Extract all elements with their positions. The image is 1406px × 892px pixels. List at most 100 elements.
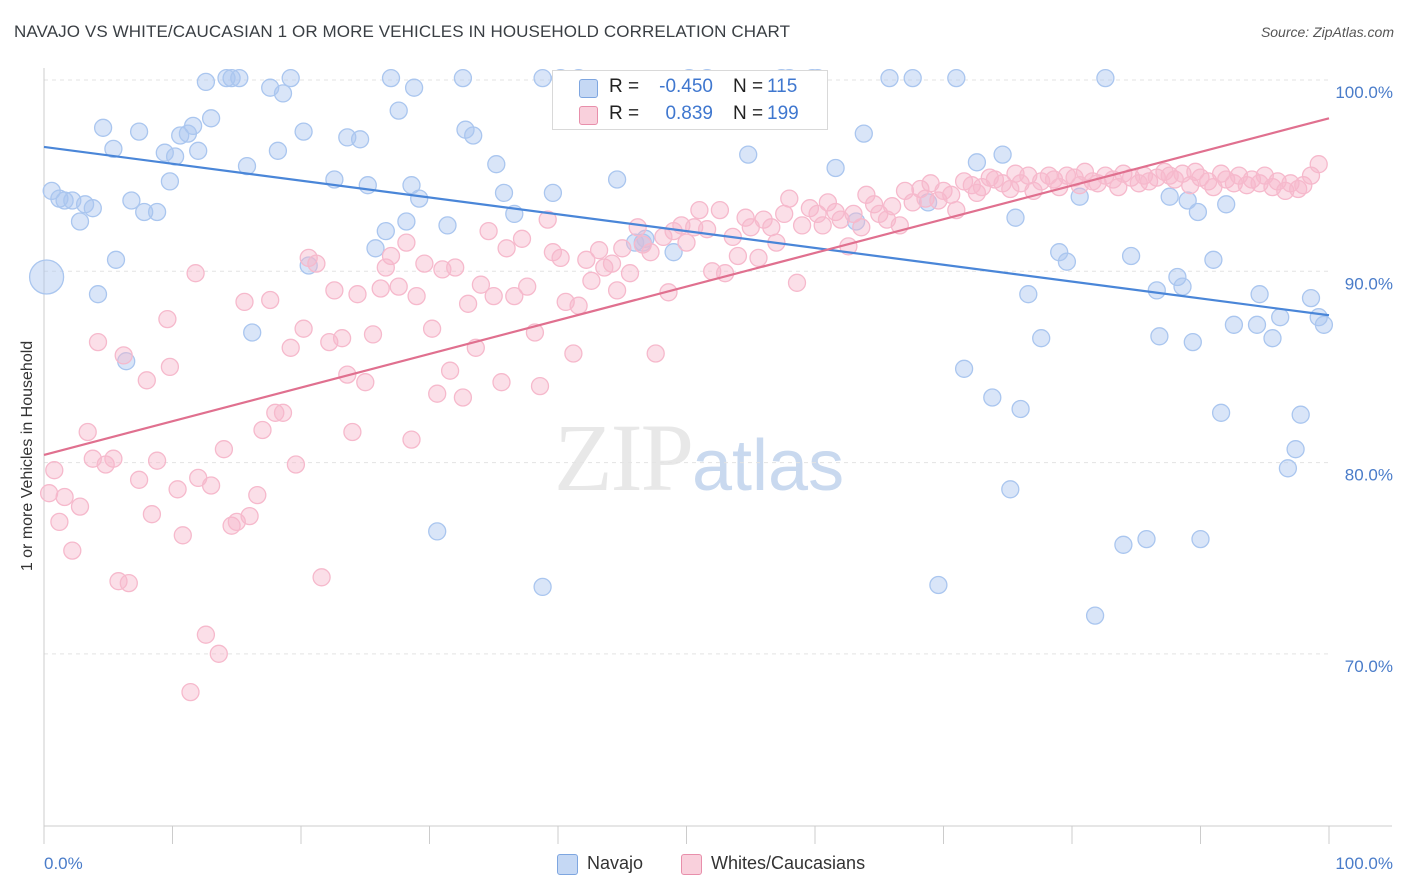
whites-point xyxy=(1294,176,1313,195)
navajo-point xyxy=(201,109,221,128)
navajo-point xyxy=(1147,281,1166,300)
whites-point xyxy=(253,420,272,440)
y-tick-label: 70.0% xyxy=(1345,657,1393,676)
whites-point xyxy=(307,254,326,273)
navajo-point xyxy=(1271,308,1290,327)
navajo-point xyxy=(903,68,922,88)
x-tick-label: 0.0% xyxy=(44,854,83,873)
whites-point xyxy=(577,250,596,269)
navajo-point xyxy=(929,575,948,595)
navajo-point xyxy=(543,183,563,203)
navajo-point xyxy=(88,285,108,304)
whites-point xyxy=(471,275,491,294)
legend-swatch-whites xyxy=(681,854,702,875)
whites-point xyxy=(209,644,228,663)
navajo-point xyxy=(983,388,1002,407)
whites-point xyxy=(78,422,97,442)
navajo-point xyxy=(273,84,293,103)
whites-point xyxy=(389,277,408,296)
navajo-point xyxy=(160,172,180,191)
navajo-point xyxy=(155,143,174,162)
watermark-zip: ZIP xyxy=(554,404,694,511)
whites-point xyxy=(602,254,622,273)
whites-point xyxy=(813,216,832,235)
legend-n-value: 115 xyxy=(767,76,798,97)
whites-point xyxy=(818,193,838,212)
legend-r-value: -0.450 xyxy=(659,76,713,97)
whites-point xyxy=(446,258,465,277)
whites-point xyxy=(762,218,781,237)
navajo-point xyxy=(487,155,506,174)
whites-point xyxy=(690,200,709,220)
whites-point xyxy=(332,329,352,348)
whites-point xyxy=(39,484,59,503)
whites-point xyxy=(201,476,221,495)
navajo-point xyxy=(1178,191,1197,210)
whites-point xyxy=(775,204,794,224)
legend-n-label: N = xyxy=(733,103,764,124)
series-legend: Navajo Whites/Caucasians xyxy=(0,852,1406,876)
navajo-point xyxy=(268,141,288,160)
navajo-point xyxy=(376,221,395,241)
legend-r-label: R = xyxy=(609,103,640,124)
navajo-point xyxy=(826,158,845,178)
navajo-point xyxy=(404,78,424,97)
whites-point xyxy=(646,344,665,363)
whites-point xyxy=(168,480,187,499)
navajo-point xyxy=(1001,480,1020,499)
whites-point xyxy=(458,294,478,313)
whites-point xyxy=(363,325,383,344)
whites-point xyxy=(422,319,442,338)
whites-point xyxy=(569,296,588,315)
whites-point xyxy=(114,346,133,365)
navajo-point xyxy=(1032,329,1051,348)
whites-point xyxy=(728,246,748,266)
whites-point xyxy=(620,264,640,283)
whites-trend-line xyxy=(43,117,1330,456)
navajo-point xyxy=(410,189,429,208)
whites-point xyxy=(551,248,570,268)
whites-point xyxy=(356,373,375,392)
whites-point xyxy=(564,344,583,363)
whites-point xyxy=(1211,164,1231,183)
navajo-point xyxy=(1085,606,1105,625)
whites-point xyxy=(882,197,902,216)
whites-point xyxy=(381,246,401,266)
whites-point xyxy=(286,455,306,474)
whites-point xyxy=(343,422,362,442)
navajo-point xyxy=(55,191,74,210)
whites-point xyxy=(348,285,367,304)
whites-point xyxy=(214,440,234,459)
legend-swatch-whites xyxy=(579,106,598,125)
whites-point xyxy=(397,233,416,252)
whites-point xyxy=(129,470,149,489)
navajo-point xyxy=(217,68,236,88)
legend-label-whites: Whites/Caucasians xyxy=(711,853,866,873)
whites-point xyxy=(104,449,123,468)
whites-point xyxy=(371,279,390,298)
navajo-point xyxy=(230,68,249,88)
navajo-point xyxy=(1204,250,1223,269)
whites-point xyxy=(70,497,90,516)
y-tick-label: 80.0% xyxy=(1345,466,1393,485)
whites-point xyxy=(63,541,82,560)
whites-point xyxy=(787,273,807,292)
navajo-point xyxy=(464,126,483,145)
whites-point xyxy=(792,216,812,235)
navajo-point xyxy=(1314,315,1334,334)
whites-point xyxy=(1309,155,1328,174)
navajo-point xyxy=(1291,405,1310,424)
whites-point xyxy=(1181,176,1200,195)
navajo-point xyxy=(1211,403,1231,422)
navajo-point xyxy=(1160,187,1179,206)
navajo-point xyxy=(854,124,873,143)
whites-point xyxy=(50,512,69,532)
y-tick-label: 90.0% xyxy=(1345,274,1393,293)
navajo-point xyxy=(294,122,313,141)
navajo-point xyxy=(1217,195,1236,214)
navajo-point xyxy=(147,202,167,222)
whites-point xyxy=(749,248,768,268)
whites-point xyxy=(158,309,177,329)
navajo-point xyxy=(967,153,987,172)
whites-point xyxy=(641,243,660,262)
